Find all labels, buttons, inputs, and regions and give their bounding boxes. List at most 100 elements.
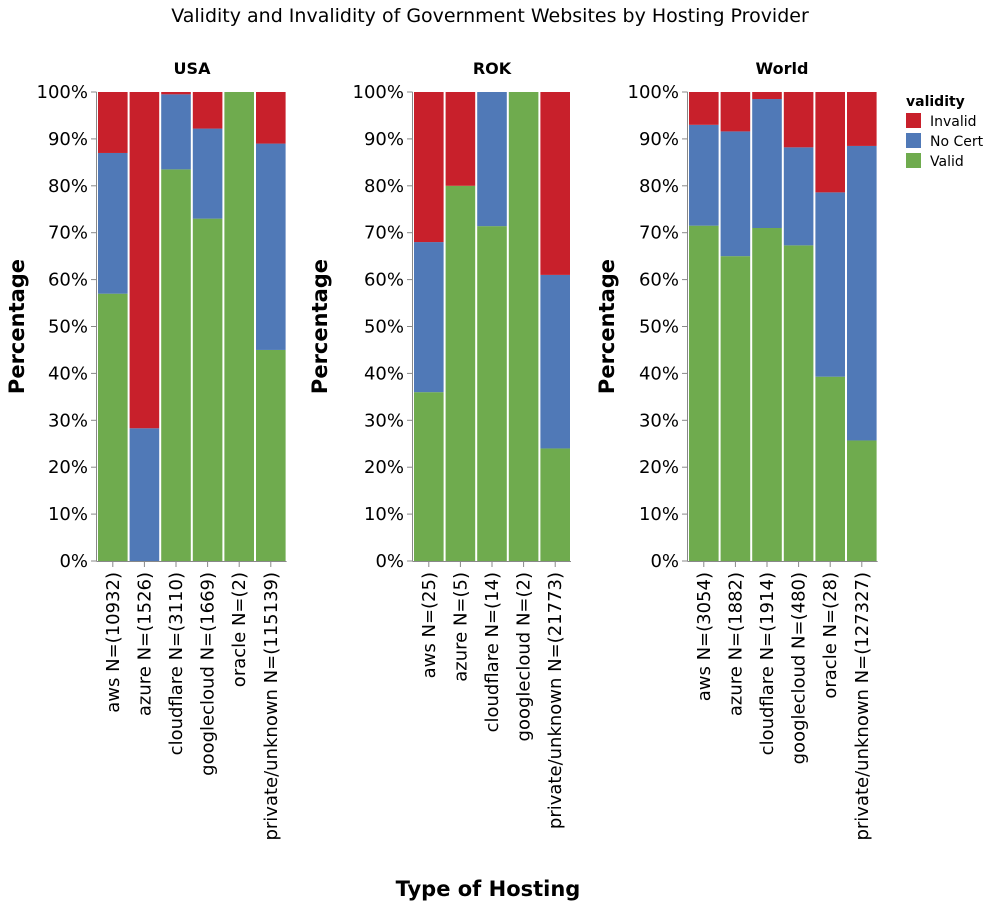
bar-no-cert bbox=[752, 99, 782, 229]
facet-title: World bbox=[756, 59, 809, 78]
y-tick-label: 50% bbox=[48, 317, 88, 338]
bar-invalid bbox=[256, 92, 286, 144]
bar-no-cert bbox=[720, 131, 751, 257]
bar-no-cert bbox=[414, 242, 444, 393]
y-tick-label: 60% bbox=[639, 270, 679, 291]
bar-valid bbox=[847, 440, 877, 561]
bar-no-cert bbox=[783, 147, 814, 246]
y-tick-label: 30% bbox=[364, 410, 404, 431]
bar-valid bbox=[414, 392, 444, 561]
chart-title: Validity and Invalidity of Government We… bbox=[171, 5, 809, 27]
bar-valid bbox=[224, 92, 254, 561]
x-tick-label: azure N=(1526) bbox=[134, 572, 155, 716]
legend-label: Invalid bbox=[930, 114, 977, 130]
x-tick-label: googlecloud N=(480) bbox=[789, 572, 810, 764]
bar-invalid bbox=[129, 92, 160, 429]
y-tick-label: 100% bbox=[628, 82, 679, 103]
bar-no-cert bbox=[129, 428, 160, 561]
bar-valid bbox=[783, 245, 814, 561]
y-tick-label: 80% bbox=[364, 176, 404, 197]
bar-invalid bbox=[752, 92, 782, 100]
facet-usa: USA Percentage 0% 10% 20% 30% 40% 50% 60% 70% 80% 9… bbox=[5, 59, 287, 841]
bar-invalid bbox=[414, 92, 444, 243]
y-tick-label: 80% bbox=[639, 176, 679, 197]
bar-no-cert bbox=[192, 128, 223, 219]
facet-world: World Percentage 0% 10% 20% 30% 40% 50% 60% 70% 80… bbox=[595, 59, 878, 841]
bar-no-cert bbox=[477, 92, 507, 227]
y-tick-label: 0% bbox=[59, 551, 88, 572]
y-tick-label: 0% bbox=[650, 551, 679, 572]
x-tick-label: oracle N=(2) bbox=[229, 572, 250, 687]
facet-rok: ROK Percentage 0% 10% 20% 30% 40% 50% 60% 70% 80% 9… bbox=[308, 59, 571, 829]
y-tick-label: 60% bbox=[364, 270, 404, 291]
y-tick-label: 50% bbox=[364, 317, 404, 338]
x-tick-label: cloudflare N=(1914) bbox=[757, 572, 778, 755]
y-tick-label: 0% bbox=[375, 551, 404, 572]
y-tick-label: 70% bbox=[364, 223, 404, 244]
bar-valid bbox=[689, 225, 719, 562]
bar-valid bbox=[161, 169, 191, 561]
y-tick-label: 20% bbox=[639, 457, 679, 478]
y-tick-label: 60% bbox=[48, 270, 88, 291]
y-axis-title: Percentage bbox=[308, 259, 332, 394]
y-tick-label: 10% bbox=[639, 504, 679, 525]
facet-title: ROK bbox=[473, 59, 512, 78]
legend-label: No Cert bbox=[930, 134, 984, 150]
y-tick-label: 10% bbox=[364, 504, 404, 525]
bar-valid bbox=[815, 376, 845, 561]
x-tick-label: aws N=(25) bbox=[419, 572, 440, 678]
y-tick-label: 30% bbox=[639, 410, 679, 431]
x-tick-label: aws N=(10932) bbox=[103, 572, 124, 713]
y-tick-label: 40% bbox=[639, 363, 679, 384]
bar-valid bbox=[477, 226, 507, 561]
bar-no-cert bbox=[847, 145, 877, 441]
legend-swatch-invalid bbox=[906, 113, 921, 128]
y-tick-label: 30% bbox=[48, 410, 88, 431]
bar-invalid bbox=[720, 92, 751, 132]
y-tick-label: 90% bbox=[639, 129, 679, 150]
x-tick-label: azure N=(1882) bbox=[725, 572, 746, 716]
bar-valid bbox=[720, 256, 751, 561]
y-tick-label: 90% bbox=[48, 129, 88, 150]
y-tick-label: 40% bbox=[48, 363, 88, 384]
facet-title: USA bbox=[174, 59, 212, 78]
bar-valid bbox=[508, 92, 539, 561]
bar-valid bbox=[752, 228, 782, 561]
y-tick-label: 20% bbox=[364, 457, 404, 478]
y-tick-label: 90% bbox=[364, 129, 404, 150]
bar-invalid bbox=[847, 92, 877, 146]
y-tick-label: 20% bbox=[48, 457, 88, 478]
bar-invalid bbox=[192, 92, 223, 129]
x-tick-label: private/unknown N=(115139) bbox=[261, 572, 282, 841]
bar-no-cert bbox=[98, 152, 128, 294]
x-tick-label: private/unknown N=(127327) bbox=[852, 572, 873, 841]
x-tick-label: aws N=(3054) bbox=[694, 572, 715, 701]
legend-label: Valid bbox=[930, 154, 964, 170]
y-tick-label: 80% bbox=[48, 176, 88, 197]
x-tick-label: googlecloud N=(1669) bbox=[198, 572, 219, 776]
bar-invalid bbox=[689, 92, 719, 125]
bar-valid bbox=[98, 293, 128, 561]
x-tick-label: azure N=(5) bbox=[450, 572, 471, 682]
x-axis-title: Type of Hosting bbox=[396, 877, 581, 901]
bar-valid bbox=[256, 349, 286, 561]
bar-valid bbox=[540, 448, 570, 561]
bar-no-cert bbox=[815, 192, 845, 377]
legend-swatch-no-cert bbox=[906, 133, 921, 148]
x-tick-label: oracle N=(28) bbox=[820, 572, 841, 699]
bar-invalid bbox=[540, 92, 570, 275]
y-axis-title: Percentage bbox=[595, 259, 619, 394]
bar-invalid bbox=[815, 92, 845, 193]
y-tick-label: 50% bbox=[639, 317, 679, 338]
legend-swatch-valid bbox=[906, 153, 921, 168]
x-tick-label: cloudflare N=(14) bbox=[482, 572, 503, 732]
bar-valid bbox=[192, 218, 223, 561]
bar-valid bbox=[445, 185, 476, 562]
bar-no-cert bbox=[689, 124, 719, 226]
bar-invalid bbox=[445, 92, 476, 186]
y-tick-label: 70% bbox=[639, 223, 679, 244]
y-tick-label: 10% bbox=[48, 504, 88, 525]
legend-title: validity bbox=[906, 94, 965, 110]
bar-invalid bbox=[98, 92, 128, 153]
